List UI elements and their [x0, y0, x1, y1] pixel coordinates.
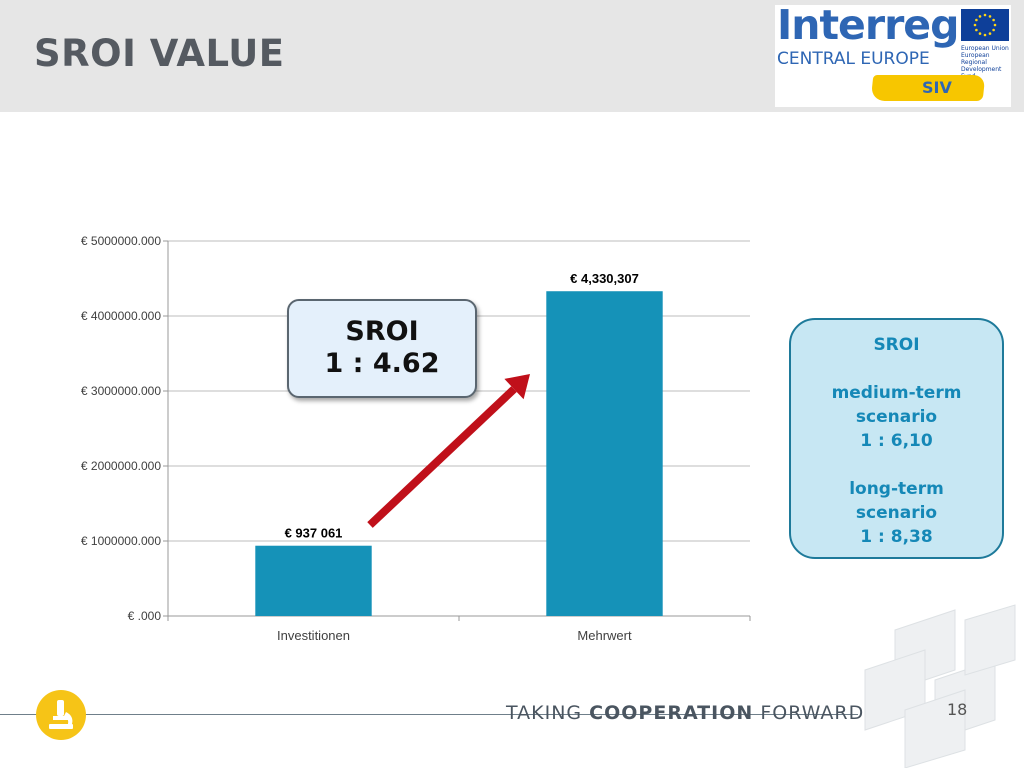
footer-tagline: TAKING COOPERATION FORWARD: [506, 702, 865, 724]
sroi-scenarios-box: SROI medium-term scenario 1 : 6,10 long-…: [789, 318, 1004, 559]
medium-term-label-2: scenario: [855, 407, 938, 427]
page-title: SROI VALUE: [34, 32, 285, 75]
arrow-shaft: [367, 386, 517, 528]
logo-wordmark: Interreg: [777, 1, 959, 49]
callout-ratio: 1 : 4.62: [324, 348, 440, 379]
decorative-arrows: [864, 604, 1016, 768]
logo-subtitle: CENTRAL EUROPE: [777, 49, 930, 69]
y-tick-label: € 3000000.000: [81, 384, 161, 398]
x-tick-label: Investitionen: [277, 628, 350, 643]
footer-divider: [0, 714, 858, 715]
y-tick-label: € 1000000.000: [81, 534, 161, 548]
data-label: € 937 061: [285, 526, 343, 541]
info-title: SROI: [873, 335, 920, 355]
x-tick-label: Mehrwert: [577, 628, 632, 643]
medium-term-label-1: medium-term: [831, 383, 962, 403]
y-tick-label: € 5000000.000: [81, 234, 161, 248]
long-term-label-2: scenario: [855, 503, 938, 523]
long-term-ratio: 1 : 8,38: [860, 527, 933, 547]
y-tick-label: € 2000000.000: [81, 459, 161, 473]
data-label: € 4,330,307: [570, 271, 639, 286]
y-tick-label: € .000: [128, 609, 162, 623]
long-term-label-1: long-term: [849, 479, 944, 499]
bar-investitionen: [255, 545, 372, 616]
arrow-head-icon: [504, 374, 530, 400]
medium-term-ratio: 1 : 6,10: [860, 431, 933, 451]
bar-chart: € .000 € 1000000.000 € 2000000.000 € 300000…: [81, 234, 751, 643]
eu-flag-icon: [961, 9, 1009, 41]
callout-title: SROI: [345, 316, 419, 347]
microscope-icon: [36, 690, 86, 740]
project-name: SIV: [922, 78, 952, 97]
sroi-callout: SROI 1 : 4.62: [287, 299, 477, 398]
page-number: 18: [947, 700, 968, 719]
interreg-logo: Interreg CENTRAL EUROPE European Union E…: [775, 1, 1011, 107]
y-tick-label: € 4000000.000: [81, 309, 161, 323]
bar-mehrwert: [546, 291, 663, 616]
